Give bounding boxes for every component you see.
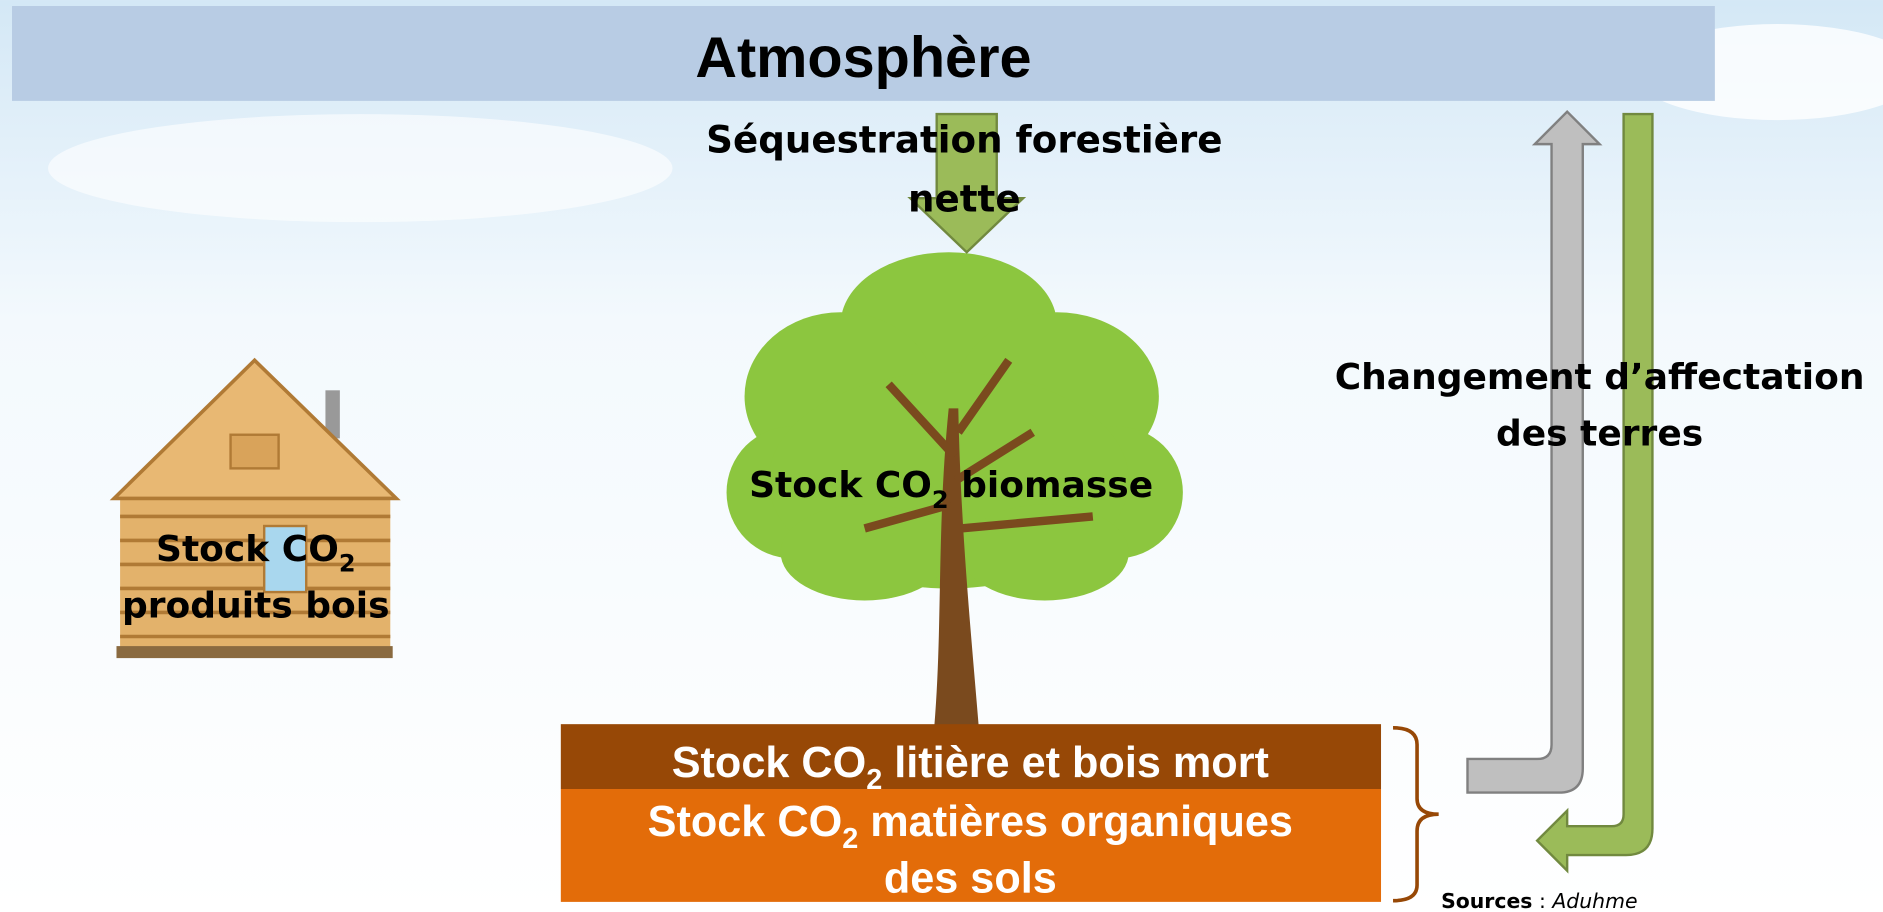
subscript: 2 xyxy=(866,764,882,796)
atmosphere-title: Atmosphère xyxy=(695,26,1031,90)
atmosphere-bar xyxy=(12,6,1715,101)
text: biomasse xyxy=(949,465,1154,506)
emission-arrow xyxy=(1466,110,1603,794)
subscript: 2 xyxy=(339,550,356,578)
subscript: 2 xyxy=(842,823,858,855)
tree xyxy=(726,252,1183,727)
wood-products-label: produits bois xyxy=(122,585,390,626)
text: matières organiques xyxy=(858,798,1293,846)
land-use-label: des terres xyxy=(1496,414,1703,455)
litter-box xyxy=(560,724,1382,790)
sequestration-label: Séquestration forestière xyxy=(706,118,1222,162)
sequestration-label: nette xyxy=(908,176,1021,220)
text: : xyxy=(1532,889,1552,912)
biomass-label: Stock CO2 biomasse xyxy=(749,465,1153,514)
text: Stock CO xyxy=(672,739,867,787)
absorption-arrow xyxy=(1535,112,1654,874)
text: litière et bois mort xyxy=(882,739,1269,787)
litter-label: Stock CO2 litière et bois mort xyxy=(672,739,1269,796)
sources: Sources : Aduhme xyxy=(1441,889,1637,912)
text: Stock CO xyxy=(648,798,843,846)
text: Sources xyxy=(1441,889,1532,912)
brace xyxy=(1392,725,1439,903)
soil-label: Stock CO2 matières organiques xyxy=(648,798,1293,855)
house xyxy=(109,357,401,659)
soil-label: des sols xyxy=(884,854,1057,902)
wood-products-label: Stock CO2 xyxy=(156,529,356,578)
subscript: 2 xyxy=(932,486,949,514)
soil-box xyxy=(560,789,1382,902)
cloud xyxy=(48,114,673,223)
text: Stock CO xyxy=(156,529,339,570)
land-use-label: Changement d’affectation xyxy=(1335,357,1865,398)
text: Aduhme xyxy=(1550,889,1637,912)
text: Stock CO xyxy=(749,465,932,506)
sequestration-arrow xyxy=(907,112,1027,254)
